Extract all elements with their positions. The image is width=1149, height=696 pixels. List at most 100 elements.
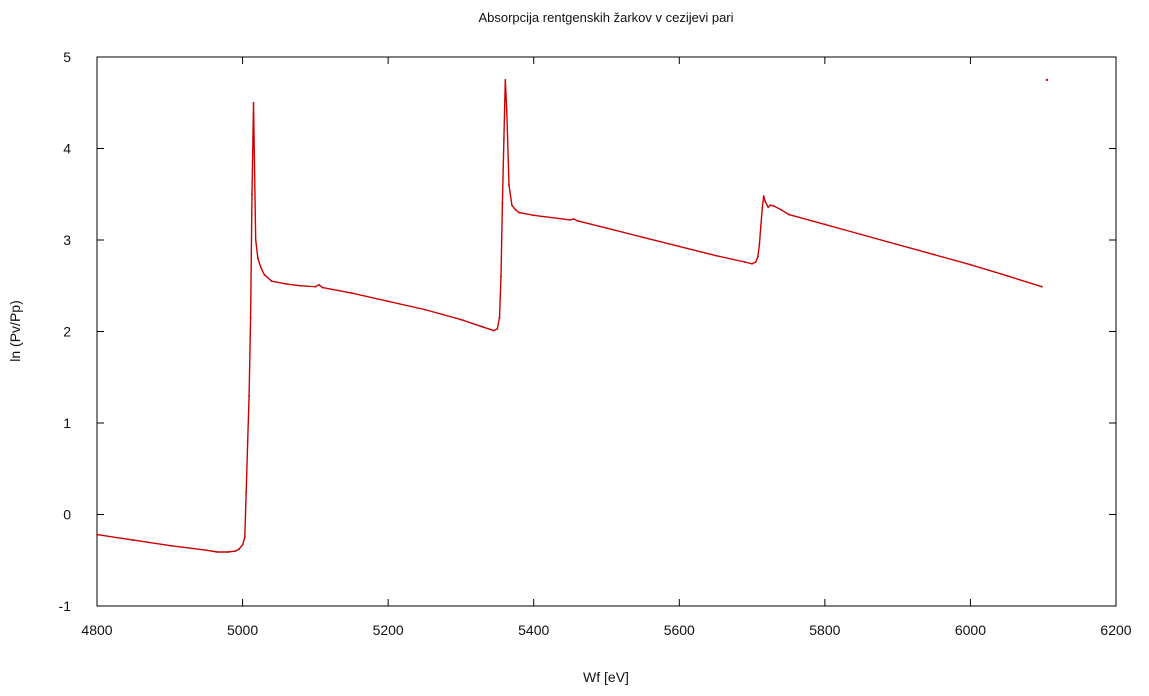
data-point (1005, 274, 1008, 277)
x-axis-label: Wf [eV] (583, 669, 629, 685)
data-point (824, 223, 826, 226)
data-point (576, 219, 579, 222)
data-point (241, 543, 244, 546)
data-point (758, 243, 761, 246)
x-tick-label: 5800 (809, 622, 840, 638)
data-point (518, 211, 521, 214)
data-point (1040, 285, 1043, 288)
series-segment (788, 213, 1043, 288)
data-point (243, 536, 246, 539)
data-point (757, 255, 759, 258)
x-tick-label: 4800 (81, 622, 112, 638)
data-point (285, 283, 288, 285)
data-point (860, 233, 863, 236)
data-point (714, 254, 717, 257)
data-point (245, 490, 248, 493)
data-point (896, 243, 899, 246)
data-series (96, 78, 1049, 553)
data-point (764, 200, 767, 203)
y-tick-label: 3 (63, 232, 71, 248)
data-point (532, 214, 535, 217)
y-tick-label: 5 (63, 49, 71, 65)
data-point (751, 262, 753, 265)
data-point (504, 79, 507, 81)
data-point (387, 300, 389, 303)
data-point (569, 219, 571, 221)
y-axis-label: ln (Pv/Pp) (7, 300, 23, 361)
data-point (259, 266, 262, 269)
data-point (572, 218, 575, 220)
data-point (227, 551, 229, 553)
data-point (270, 280, 273, 283)
data-point (503, 138, 505, 141)
data-point (263, 273, 266, 276)
y-tick-label: -1 (59, 598, 72, 614)
data-point (508, 184, 510, 187)
series-segment (263, 274, 501, 332)
x-tick-label: 6200 (1100, 622, 1131, 638)
data-point (481, 326, 484, 328)
data-point (314, 285, 317, 288)
data-point (511, 204, 513, 207)
data-point (642, 236, 644, 239)
data-point (492, 329, 495, 332)
data-point (769, 204, 772, 207)
data-point (969, 263, 972, 266)
data-point (321, 286, 324, 289)
series-segment (96, 533, 246, 553)
data-point (605, 227, 608, 230)
data-point (514, 208, 517, 211)
series-segment (757, 195, 789, 257)
x-tick-label: 5400 (518, 622, 549, 638)
data-point (787, 213, 790, 216)
data-point (257, 257, 259, 260)
data-point (780, 208, 783, 211)
data-point (498, 316, 501, 319)
data-point (759, 225, 762, 228)
x-tick-label: 6000 (955, 622, 986, 638)
data-point (318, 283, 320, 286)
data-point (350, 292, 353, 294)
data-point (773, 205, 775, 208)
data-point (743, 261, 746, 263)
data-point (761, 207, 764, 209)
series-segment (244, 102, 266, 538)
data-point (249, 316, 252, 319)
x-tick-label: 5000 (227, 622, 258, 638)
data-point (96, 533, 98, 536)
data-point (168, 544, 171, 547)
x-tick-label: 5200 (373, 622, 404, 638)
y-tick-label: 1 (63, 415, 71, 431)
data-point (234, 550, 237, 552)
data-point (754, 261, 757, 263)
data-point (132, 539, 135, 541)
data-point (238, 548, 240, 551)
x-tick-label: 5600 (664, 622, 695, 638)
y-tick-label: 0 (63, 507, 71, 523)
series-segment (519, 211, 759, 265)
data-point (460, 318, 462, 321)
y-tick-label: 4 (63, 141, 71, 157)
data-point (254, 239, 257, 241)
y-tick-label: 2 (63, 324, 71, 340)
y-axis: -1 0 1 2 3 4 5 (59, 49, 1116, 614)
data-point (299, 284, 302, 287)
data-point (678, 245, 681, 248)
outlier-point (1045, 78, 1049, 82)
data-point (423, 308, 426, 311)
x-axis: 4800 5000 5200 5400 5600 5800 6000 6200 (81, 57, 1132, 638)
data-point (248, 394, 251, 397)
data-point (246, 440, 249, 443)
data-point (216, 551, 219, 553)
data-point (251, 193, 253, 196)
data-point (205, 549, 208, 552)
series-segment (498, 79, 520, 318)
data-point (501, 202, 504, 205)
data-point (500, 275, 502, 278)
chart-title: Absorpcija rentgenskih žarkov v cezijevi… (478, 10, 733, 25)
data-point (252, 101, 255, 104)
data-point (762, 195, 765, 198)
data-point (767, 206, 769, 209)
data-point (496, 327, 499, 330)
